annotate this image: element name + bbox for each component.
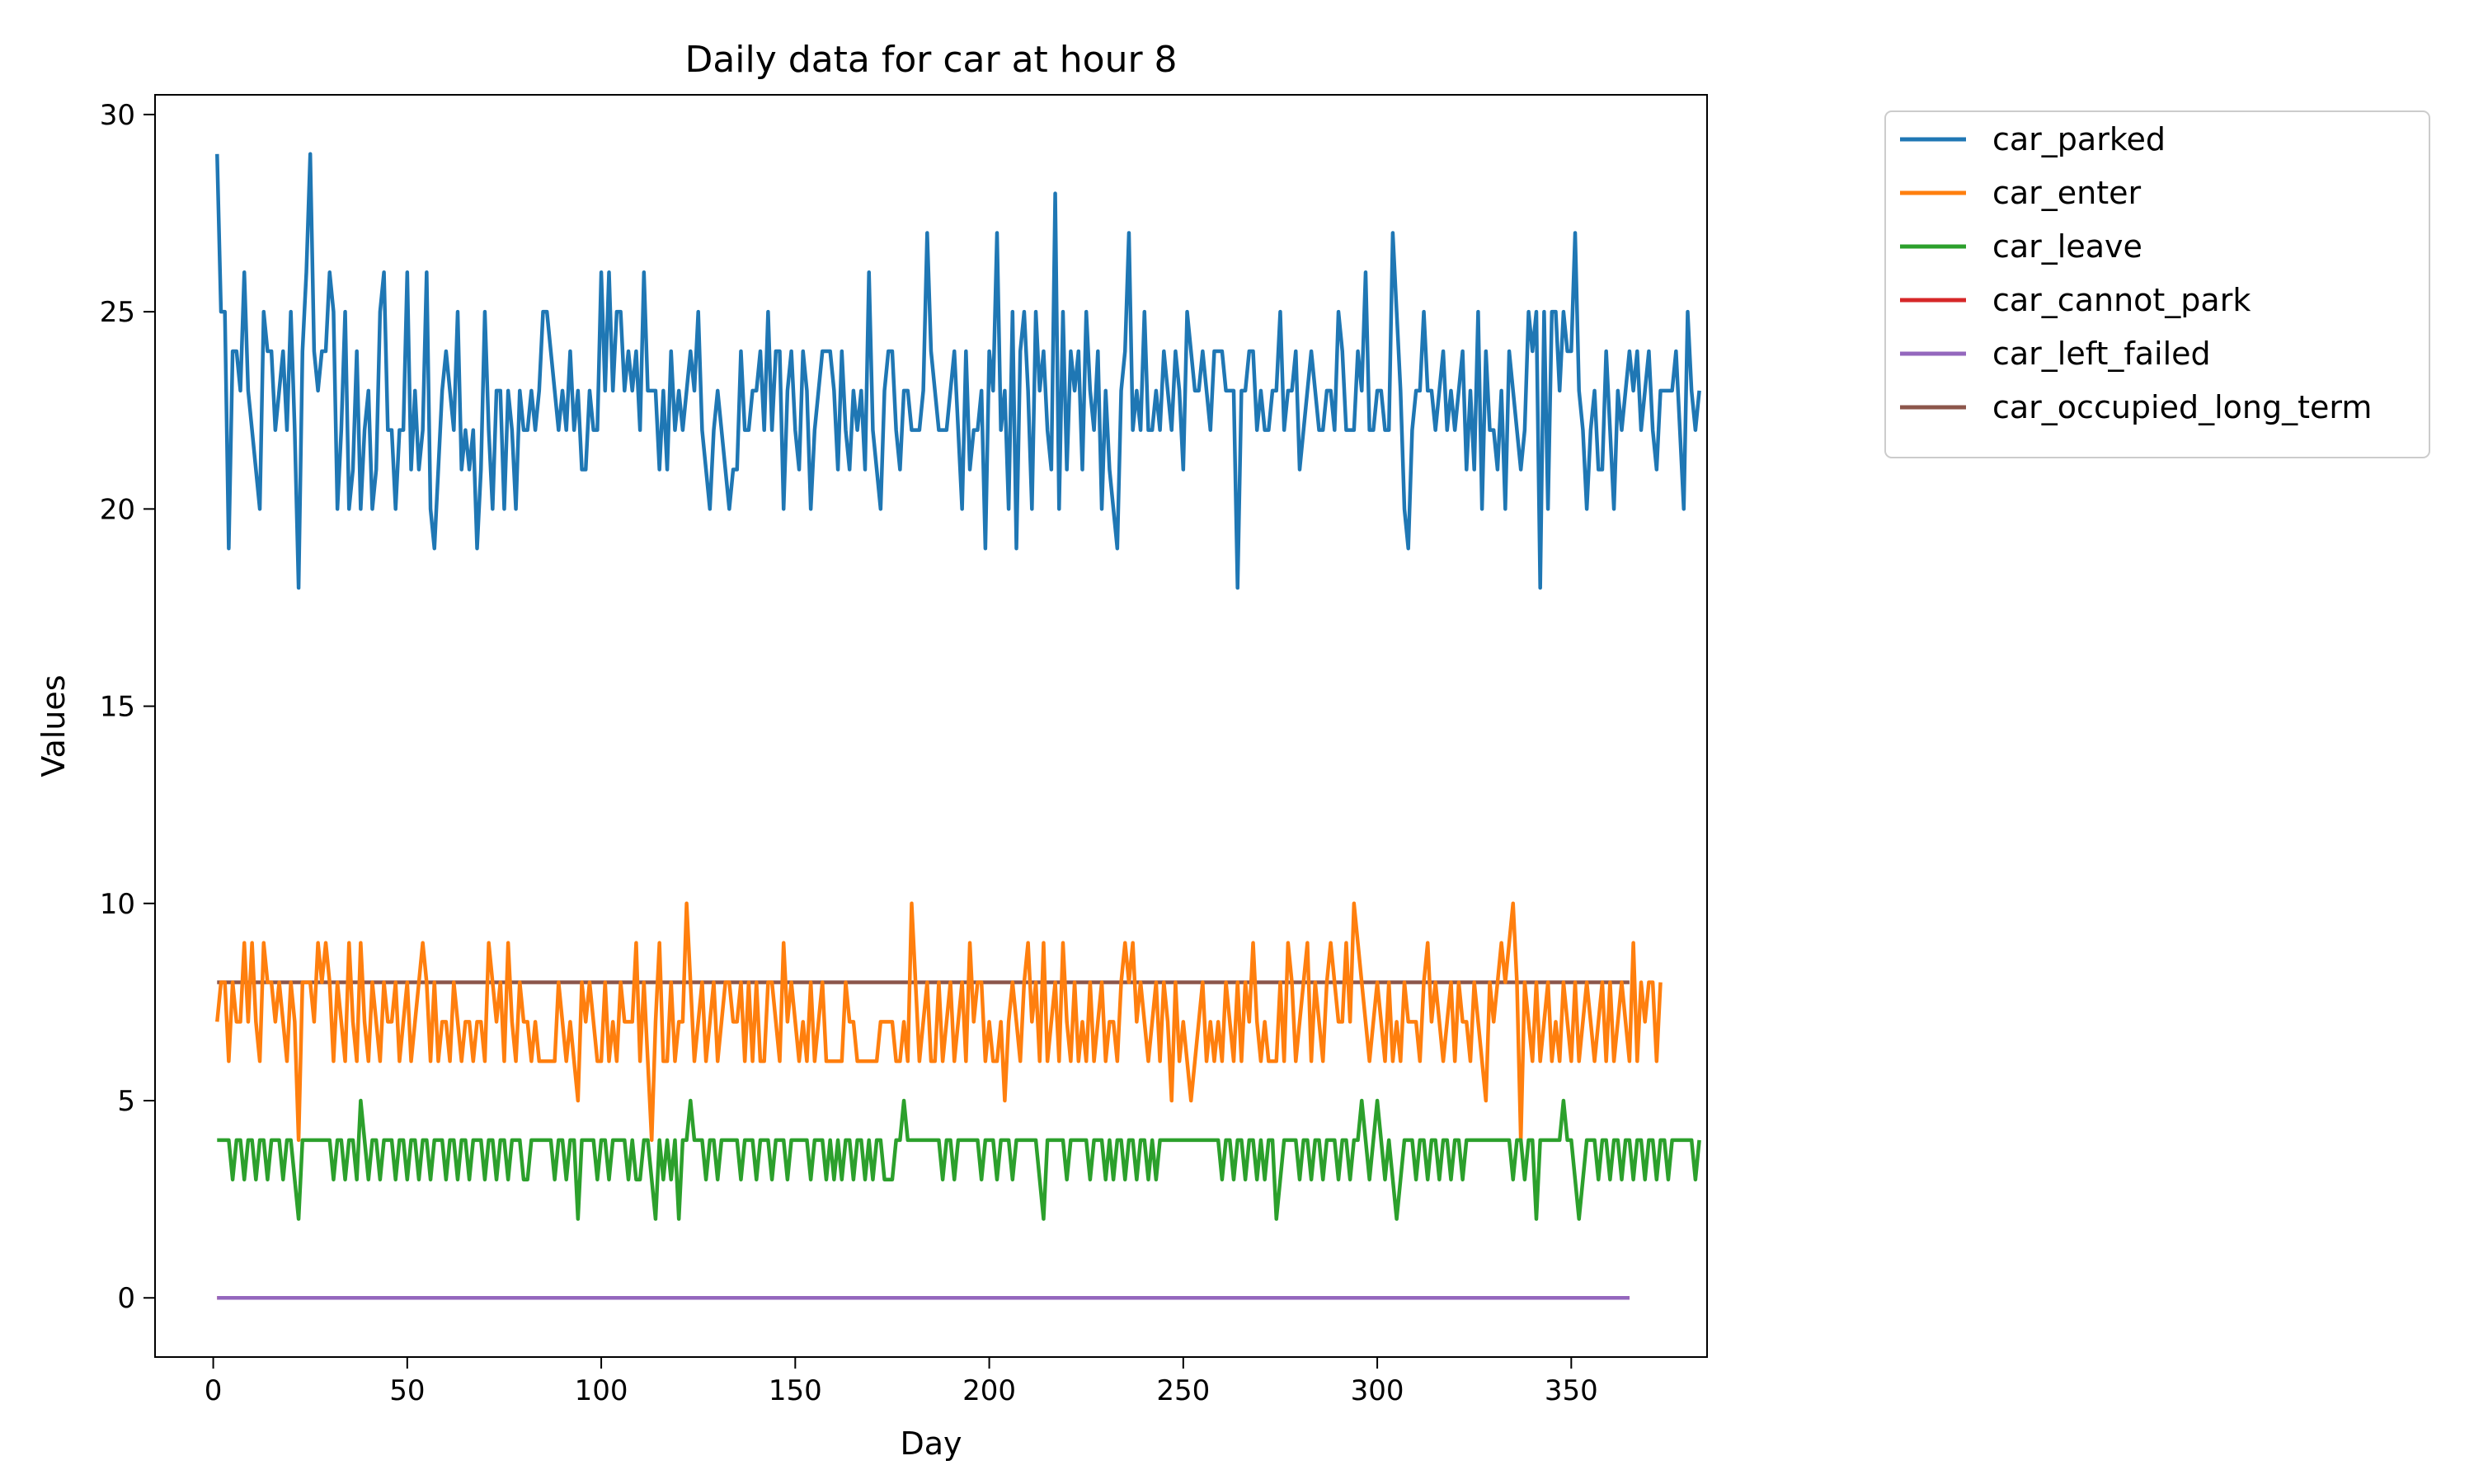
legend-label-car-enter: car_enter xyxy=(1992,175,2142,211)
legend-label-car-leave: car_leave xyxy=(1992,228,2142,265)
series-line-car-parked xyxy=(215,152,1701,590)
y-tick-label: 10 xyxy=(100,888,135,921)
plot-frame xyxy=(154,94,1708,1358)
y-tick-label: 25 xyxy=(100,296,135,329)
y-axis: 0 5 10 15 20 25 30 xyxy=(100,99,155,1315)
x-axis-label: Day xyxy=(900,1425,962,1462)
legend-label-car-occupied-long-term: car_occupied_long_term xyxy=(1992,389,2372,425)
y-axis-label: Values xyxy=(35,674,72,777)
plot-series xyxy=(215,152,1701,1300)
series-line-car-leave xyxy=(217,1098,1701,1221)
y-tick-label: 20 xyxy=(100,493,135,526)
legend: car_parked car_enter car_leave car_cannot_p… xyxy=(1884,110,2430,458)
legend-box xyxy=(1884,110,2430,458)
legend-label-car-parked: car_parked xyxy=(1992,121,2166,157)
x-axis: 0 50 100 150 200 250 300 350 xyxy=(205,1357,1598,1407)
x-tick-label: 300 xyxy=(1351,1374,1404,1407)
legend-label-car-left-failed: car_left_failed xyxy=(1992,336,2211,372)
x-tick-label: 250 xyxy=(1156,1374,1210,1407)
y-tick-label: 0 xyxy=(117,1282,135,1315)
y-tick-label: 30 xyxy=(100,99,135,132)
x-tick-label: 350 xyxy=(1545,1374,1598,1407)
x-tick-label: 50 xyxy=(389,1374,425,1407)
x-tick-label: 200 xyxy=(962,1374,1016,1407)
x-tick-label: 150 xyxy=(769,1374,822,1407)
x-tick-label: 100 xyxy=(575,1374,628,1407)
y-tick-label: 15 xyxy=(100,691,135,724)
legend-label-car-cannot-park: car_cannot_park xyxy=(1992,282,2251,318)
y-tick-label: 5 xyxy=(117,1085,135,1118)
chart-title: Daily data for car at hour 8 xyxy=(684,39,1177,81)
series-line-car-enter xyxy=(215,901,1663,1143)
x-tick-label: 0 xyxy=(205,1374,223,1407)
